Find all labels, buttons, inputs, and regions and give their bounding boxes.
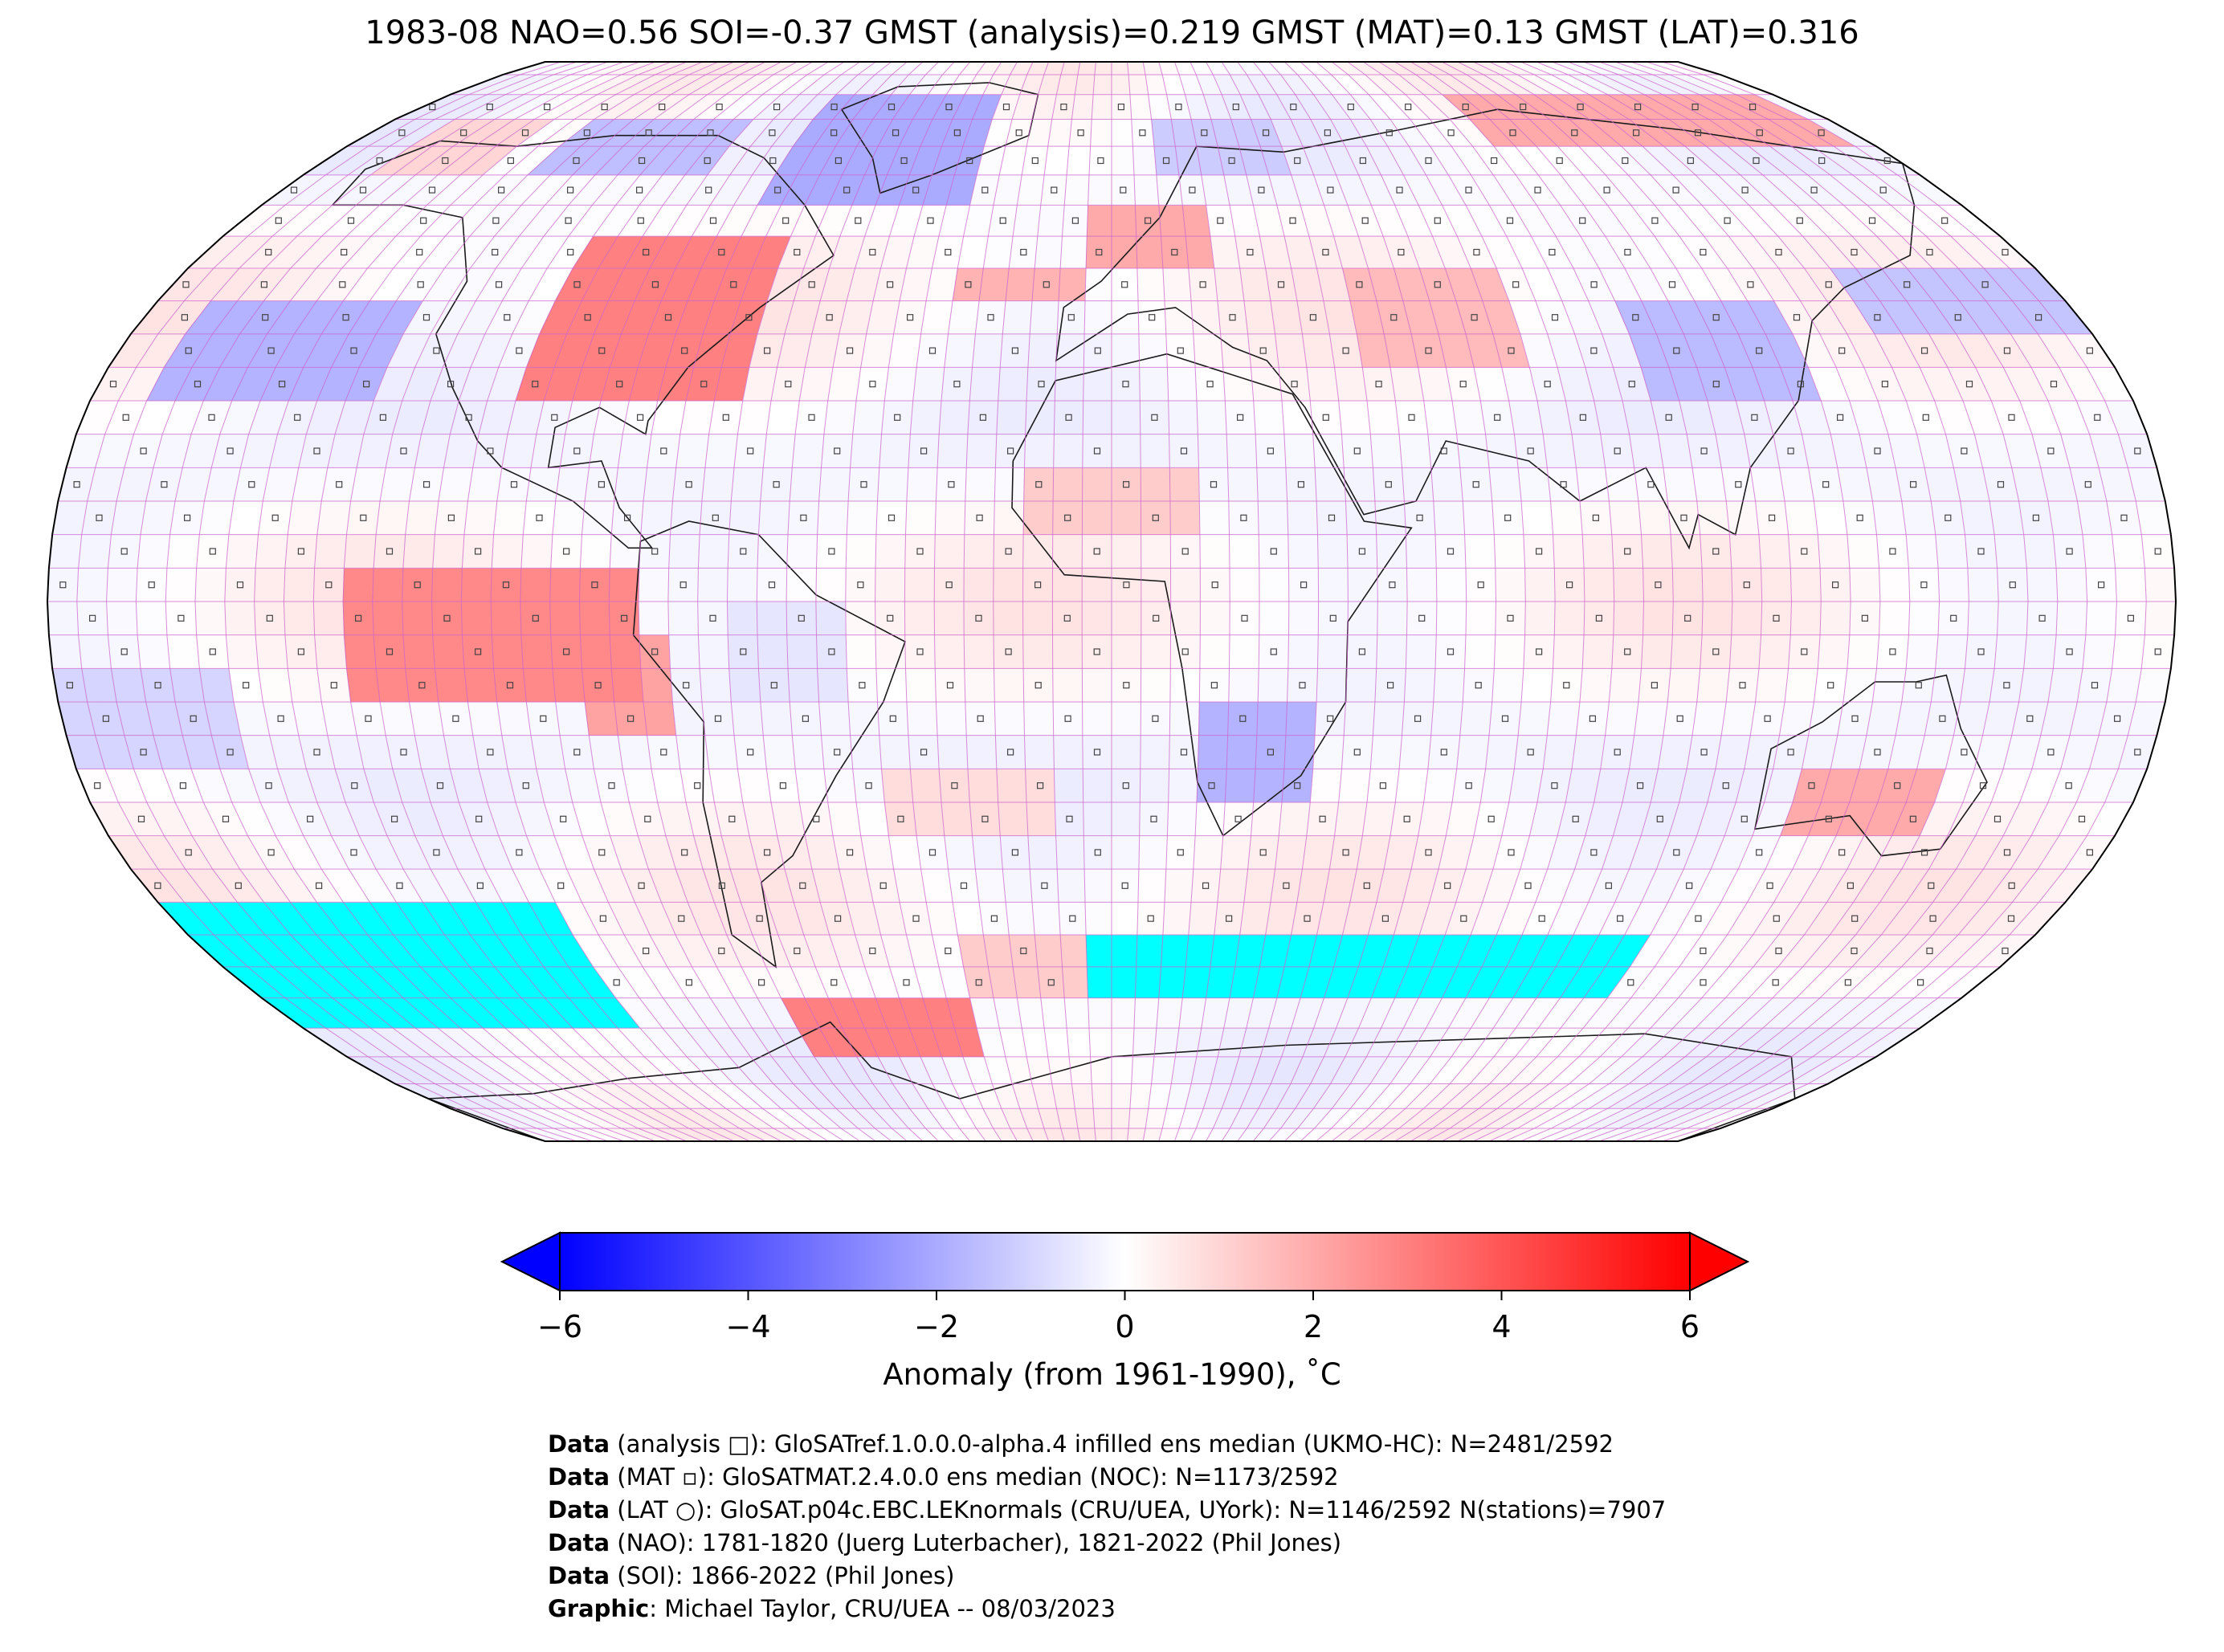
colorbar-tick-label: −2	[914, 1309, 959, 1344]
credit-graphic: Graphic: Michael Taylor, CRU/UEA -- 08/0…	[548, 1595, 1116, 1622]
credits-block: Data (analysis □): GloSATref.1.0.0.0-alp…	[548, 1428, 1666, 1625]
credit-lat: Data (LAT ○): GloSAT.p04c.EBC.LEKnormals…	[548, 1496, 1667, 1524]
colorbar-extend-high	[1689, 1231, 1750, 1292]
colorbar-label: Anomaly (from 1961-1990), ˚C	[883, 1357, 1341, 1392]
colorbar-tick-label: 4	[1492, 1309, 1511, 1344]
credit-mat: Data (MAT ▫): GloSATMAT.2.4.0.0 ens medi…	[548, 1463, 1339, 1491]
credit-nao: Data (NAO): 1781-1820 (Juerg Luterbacher…	[548, 1529, 1342, 1556]
colorbar-tick-label: −6	[537, 1309, 582, 1344]
credit-soi: Data (SOI): 1866-2022 (Phil Jones)	[548, 1562, 955, 1589]
colorbar-extend-low	[500, 1231, 561, 1292]
colorbar-bar	[559, 1232, 1691, 1291]
credit-analysis: Data (analysis □): GloSATref.1.0.0.0-alp…	[548, 1430, 1614, 1458]
colorbar-tick-label: 6	[1680, 1309, 1700, 1344]
colorbar-tick-label: 0	[1115, 1309, 1134, 1344]
map-title: 1983-08 NAO=0.56 SOI=-0.37 GMST (analysi…	[365, 14, 1859, 51]
colorbar-tick-label: 2	[1304, 1309, 1323, 1344]
colorbar-ticks: −6 −4 −2 0 2 4 6	[537, 1291, 1700, 1344]
colorbar-tick-label: −4	[725, 1309, 770, 1344]
